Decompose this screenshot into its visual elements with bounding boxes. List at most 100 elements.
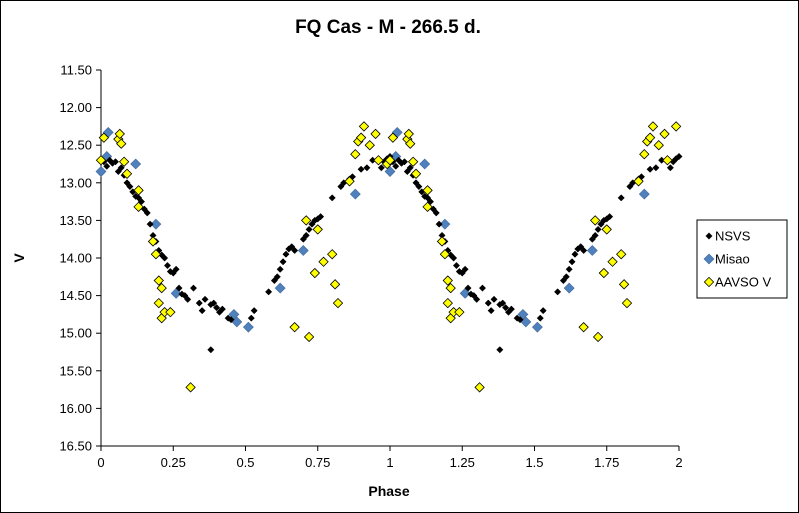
data-point bbox=[344, 176, 355, 187]
data-point bbox=[213, 304, 221, 312]
data-point bbox=[317, 213, 325, 221]
data-point bbox=[279, 258, 287, 266]
data-point bbox=[531, 321, 543, 333]
data-point bbox=[618, 279, 630, 290]
y-tick-label: 15.00 bbox=[59, 326, 92, 341]
y-tick-label: 12.50 bbox=[59, 138, 92, 153]
y-tick-label: 16.00 bbox=[59, 401, 92, 416]
x-tick-label: 0 bbox=[97, 455, 104, 470]
data-point bbox=[250, 307, 258, 315]
y-tick-label: 11.50 bbox=[60, 63, 92, 78]
data-point bbox=[422, 201, 433, 213]
data-point bbox=[607, 256, 618, 267]
y-tick-label: 12.00 bbox=[59, 100, 92, 115]
y-tick-label: 16.50 bbox=[59, 439, 92, 454]
data-point bbox=[621, 297, 633, 309]
series-layer bbox=[95, 121, 683, 393]
data-point bbox=[659, 128, 670, 140]
data-point bbox=[422, 185, 433, 196]
data-point bbox=[301, 215, 312, 226]
data-point bbox=[474, 382, 485, 393]
data-point bbox=[95, 166, 107, 177]
data-point bbox=[121, 168, 133, 179]
y-ticks: 11.50 12.00 12.50 13.00 13.50 14.00 14.50 15.00… bbox=[59, 63, 101, 454]
data-point bbox=[332, 297, 344, 309]
data-point bbox=[350, 149, 361, 160]
data-point bbox=[633, 176, 644, 187]
data-point bbox=[150, 218, 162, 230]
data-point bbox=[439, 249, 451, 260]
data-point bbox=[355, 132, 367, 143]
data-point bbox=[598, 267, 610, 279]
data-point bbox=[407, 156, 419, 167]
data-point bbox=[117, 164, 125, 172]
data-point bbox=[146, 220, 154, 228]
data-point bbox=[601, 224, 612, 235]
data-point bbox=[349, 188, 361, 200]
data-point bbox=[439, 218, 451, 230]
data-point bbox=[227, 316, 235, 324]
y-tick-label: 15.50 bbox=[59, 363, 92, 378]
data-point bbox=[442, 297, 453, 309]
data-point bbox=[384, 166, 396, 177]
data-point bbox=[400, 158, 409, 166]
data-point bbox=[652, 164, 660, 172]
data-point bbox=[496, 346, 504, 354]
data-point bbox=[172, 265, 180, 273]
data-point bbox=[646, 165, 654, 173]
data-point bbox=[410, 168, 422, 179]
data-point bbox=[461, 265, 469, 273]
x-tick-label: 2 bbox=[675, 455, 682, 470]
x-tick-label: 0.5 bbox=[236, 455, 254, 470]
data-point bbox=[328, 194, 336, 202]
data-point bbox=[201, 295, 209, 303]
data-point bbox=[452, 261, 461, 270]
data-point bbox=[198, 307, 206, 315]
data-point bbox=[133, 201, 144, 213]
data-point bbox=[130, 158, 142, 170]
data-point bbox=[578, 322, 589, 333]
data-point bbox=[405, 138, 416, 149]
series-aavso-v bbox=[95, 121, 682, 393]
chart-title: FQ Cas - M - 266.5 d. bbox=[295, 17, 481, 38]
data-point bbox=[568, 258, 576, 266]
data-point bbox=[639, 149, 650, 160]
data-point bbox=[594, 225, 602, 233]
data-point bbox=[302, 231, 310, 239]
data-point bbox=[364, 140, 375, 151]
data-point bbox=[478, 284, 487, 292]
data-point bbox=[415, 183, 423, 191]
data-point bbox=[218, 305, 226, 313]
data-point bbox=[303, 331, 315, 343]
data-point bbox=[432, 209, 440, 217]
data-point bbox=[487, 307, 495, 315]
data-point bbox=[536, 314, 544, 322]
data-point bbox=[98, 132, 110, 143]
data-point bbox=[103, 162, 111, 170]
data-point bbox=[153, 275, 164, 286]
data-point bbox=[406, 164, 414, 172]
data-point bbox=[435, 220, 443, 228]
data-point bbox=[445, 282, 456, 294]
data-point bbox=[502, 304, 510, 312]
y-tick-label: 14.00 bbox=[59, 251, 92, 266]
data-point bbox=[565, 265, 573, 273]
data-point bbox=[539, 307, 547, 315]
data-point bbox=[165, 306, 176, 318]
x-ticks: 0 0.25 0.5 0.75 1 1.25 1.5 1.75 2 bbox=[97, 446, 683, 470]
data-point bbox=[675, 152, 683, 161]
data-point bbox=[666, 164, 674, 172]
data-point bbox=[507, 305, 515, 313]
data-point bbox=[153, 297, 164, 309]
data-point bbox=[580, 246, 588, 255]
x-axis-title: Phase bbox=[368, 483, 409, 499]
data-point bbox=[592, 331, 604, 343]
plot-area bbox=[100, 70, 679, 447]
legend-label: NSVS bbox=[715, 229, 751, 244]
data-point bbox=[590, 215, 601, 226]
legend-marker bbox=[703, 253, 715, 265]
legend-label: AAVSO V bbox=[715, 275, 771, 290]
data-point bbox=[163, 261, 172, 270]
data-point bbox=[185, 382, 196, 393]
